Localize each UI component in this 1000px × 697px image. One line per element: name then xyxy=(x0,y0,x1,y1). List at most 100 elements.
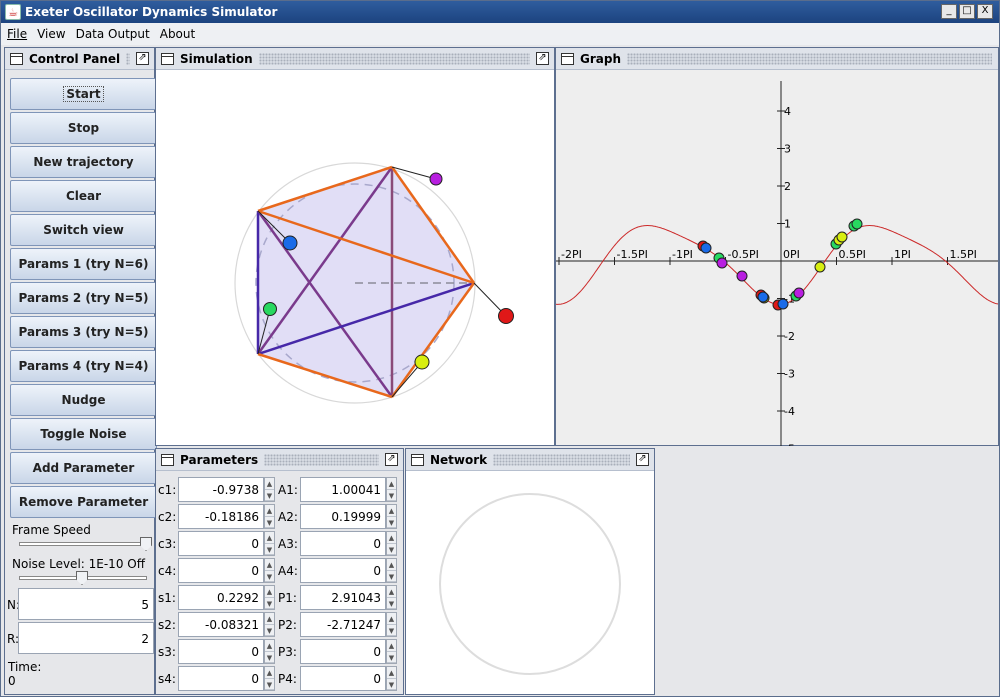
spin-down-icon[interactable]: ▼ xyxy=(265,491,274,501)
frame-speed-slider[interactable] xyxy=(19,537,152,551)
spin-up-icon[interactable]: ▲ xyxy=(265,669,274,679)
spin-down-icon[interactable]: ▼ xyxy=(387,545,396,555)
params-2-button[interactable]: Params 2 (try N=5) xyxy=(10,282,157,314)
spin-up-icon[interactable]: ▲ xyxy=(265,507,274,517)
clear-button[interactable]: Clear xyxy=(10,180,157,212)
param-input-s3[interactable]: 0 xyxy=(178,639,264,664)
param-input-c4[interactable]: 0 xyxy=(178,558,264,583)
param-spinner[interactable]: ▲ ▼ xyxy=(264,504,275,529)
menu-view[interactable]: View xyxy=(37,27,66,41)
switch-view-button[interactable]: Switch view xyxy=(10,214,157,246)
simulation-canvas[interactable] xyxy=(156,71,554,445)
spin-down-icon[interactable]: ▼ xyxy=(265,680,274,690)
drag-handle[interactable] xyxy=(126,52,130,65)
undock-icon[interactable]: ⇗ xyxy=(536,52,549,65)
spin-up-icon[interactable]: ▲ xyxy=(387,507,396,517)
param-input-p3[interactable]: 0 xyxy=(300,639,386,664)
params-4-button[interactable]: Params 4 (try N=4) xyxy=(10,350,157,382)
param-input-a3[interactable]: 0 xyxy=(300,531,386,556)
spin-up-icon[interactable]: ▲ xyxy=(387,534,396,544)
param-input-a1[interactable]: 1.00041 xyxy=(300,477,386,502)
undock-icon[interactable]: ⇗ xyxy=(136,52,149,65)
minimize-button[interactable]: _ xyxy=(941,4,957,19)
param-spinner[interactable]: ▲ ▼ xyxy=(386,531,397,556)
spin-up-icon[interactable]: ▲ xyxy=(387,588,396,598)
spin-down-icon[interactable]: ▼ xyxy=(387,518,396,528)
menu-file[interactable]: File xyxy=(7,27,28,41)
param-spinner[interactable]: ▲ ▼ xyxy=(264,639,275,664)
spin-up-icon[interactable]: ▲ xyxy=(265,588,274,598)
spin-up-icon[interactable]: ▲ xyxy=(265,480,274,490)
param-input-c2[interactable]: -0.18186 xyxy=(178,504,264,529)
menu-about[interactable]: About xyxy=(159,27,196,41)
r-input[interactable]: 2 xyxy=(18,622,154,654)
n-input[interactable]: 5 xyxy=(18,588,154,620)
graph-canvas[interactable]: -2PI -1.5PI -1PI -0.5PI 0PI 0.5PI 1PI 1.5PI 4 3 2… xyxy=(556,71,998,446)
stop-button[interactable]: Stop xyxy=(10,112,157,144)
param-spinner[interactable]: ▲ ▼ xyxy=(264,612,275,637)
network-canvas[interactable] xyxy=(406,472,654,694)
spin-down-icon[interactable]: ▼ xyxy=(387,626,396,636)
spin-up-icon[interactable]: ▲ xyxy=(387,480,396,490)
spin-up-icon[interactable]: ▲ xyxy=(265,642,274,652)
noise-level-slider[interactable] xyxy=(19,571,147,585)
maximize-button[interactable]: □ xyxy=(959,4,975,19)
spin-down-icon[interactable]: ▼ xyxy=(265,653,274,663)
spin-down-icon[interactable]: ▼ xyxy=(387,653,396,663)
spin-up-icon[interactable]: ▲ xyxy=(387,642,396,652)
toggle-noise-button[interactable]: Toggle Noise xyxy=(10,418,157,450)
undock-icon[interactable]: ⇗ xyxy=(385,453,398,466)
drag-handle[interactable] xyxy=(258,52,530,65)
menu-data-output[interactable]: Data Output xyxy=(75,27,150,41)
param-input-s2[interactable]: -0.08321 xyxy=(178,612,264,637)
noise-level-thumb[interactable] xyxy=(76,571,88,585)
drag-handle[interactable] xyxy=(264,453,379,466)
param-spinner[interactable]: ▲ ▼ xyxy=(386,639,397,664)
param-spinner[interactable]: ▲ ▼ xyxy=(386,585,397,610)
param-spinner[interactable]: ▲ ▼ xyxy=(264,531,275,556)
remove-parameter-button[interactable]: Remove Parameter xyxy=(10,486,157,518)
param-input-p1[interactable]: 2.91043 xyxy=(300,585,386,610)
spin-down-icon[interactable]: ▼ xyxy=(387,680,396,690)
undock-icon[interactable]: ⇗ xyxy=(636,453,649,466)
start-button[interactable]: Start xyxy=(10,78,157,110)
spin-up-icon[interactable]: ▲ xyxy=(387,669,396,679)
spin-down-icon[interactable]: ▼ xyxy=(265,545,274,555)
spin-down-icon[interactable]: ▼ xyxy=(387,599,396,609)
spin-down-icon[interactable]: ▼ xyxy=(387,572,396,582)
param-spinner[interactable]: ▲ ▼ xyxy=(264,477,275,502)
frame-speed-thumb[interactable] xyxy=(140,537,152,551)
spin-down-icon[interactable]: ▼ xyxy=(265,599,274,609)
param-spinner[interactable]: ▲ ▼ xyxy=(264,558,275,583)
param-spinner[interactable]: ▲ ▼ xyxy=(386,558,397,583)
param-input-c1[interactable]: -0.9738 xyxy=(178,477,264,502)
spin-up-icon[interactable]: ▲ xyxy=(387,561,396,571)
param-input-s4[interactable]: 0 xyxy=(178,666,264,691)
spin-down-icon[interactable]: ▼ xyxy=(387,491,396,501)
spin-down-icon[interactable]: ▼ xyxy=(265,518,274,528)
param-input-a4[interactable]: 0 xyxy=(300,558,386,583)
nudge-button[interactable]: Nudge xyxy=(10,384,157,416)
param-spinner[interactable]: ▲ ▼ xyxy=(386,504,397,529)
spin-down-icon[interactable]: ▼ xyxy=(265,626,274,636)
param-input-p2[interactable]: -2.71247 xyxy=(300,612,386,637)
params-1-button[interactable]: Params 1 (try N=6) xyxy=(10,248,157,280)
param-input-s1[interactable]: 0.2292 xyxy=(178,585,264,610)
param-spinner[interactable]: ▲ ▼ xyxy=(386,612,397,637)
spin-down-icon[interactable]: ▼ xyxy=(265,572,274,582)
param-input-a2[interactable]: 0.19999 xyxy=(300,504,386,529)
param-input-c3[interactable]: 0 xyxy=(178,531,264,556)
drag-handle[interactable] xyxy=(493,453,630,466)
param-spinner[interactable]: ▲ ▼ xyxy=(386,666,397,691)
param-spinner[interactable]: ▲ ▼ xyxy=(386,477,397,502)
drag-handle[interactable] xyxy=(627,52,992,65)
spin-up-icon[interactable]: ▲ xyxy=(265,561,274,571)
spin-up-icon[interactable]: ▲ xyxy=(387,615,396,625)
spin-up-icon[interactable]: ▲ xyxy=(265,615,274,625)
new-trajectory-button[interactable]: New trajectory xyxy=(10,146,157,178)
param-spinner[interactable]: ▲ ▼ xyxy=(264,585,275,610)
param-input-p4[interactable]: 0 xyxy=(300,666,386,691)
spin-up-icon[interactable]: ▲ xyxy=(265,534,274,544)
param-spinner[interactable]: ▲ ▼ xyxy=(264,666,275,691)
close-button[interactable]: X xyxy=(977,4,993,19)
